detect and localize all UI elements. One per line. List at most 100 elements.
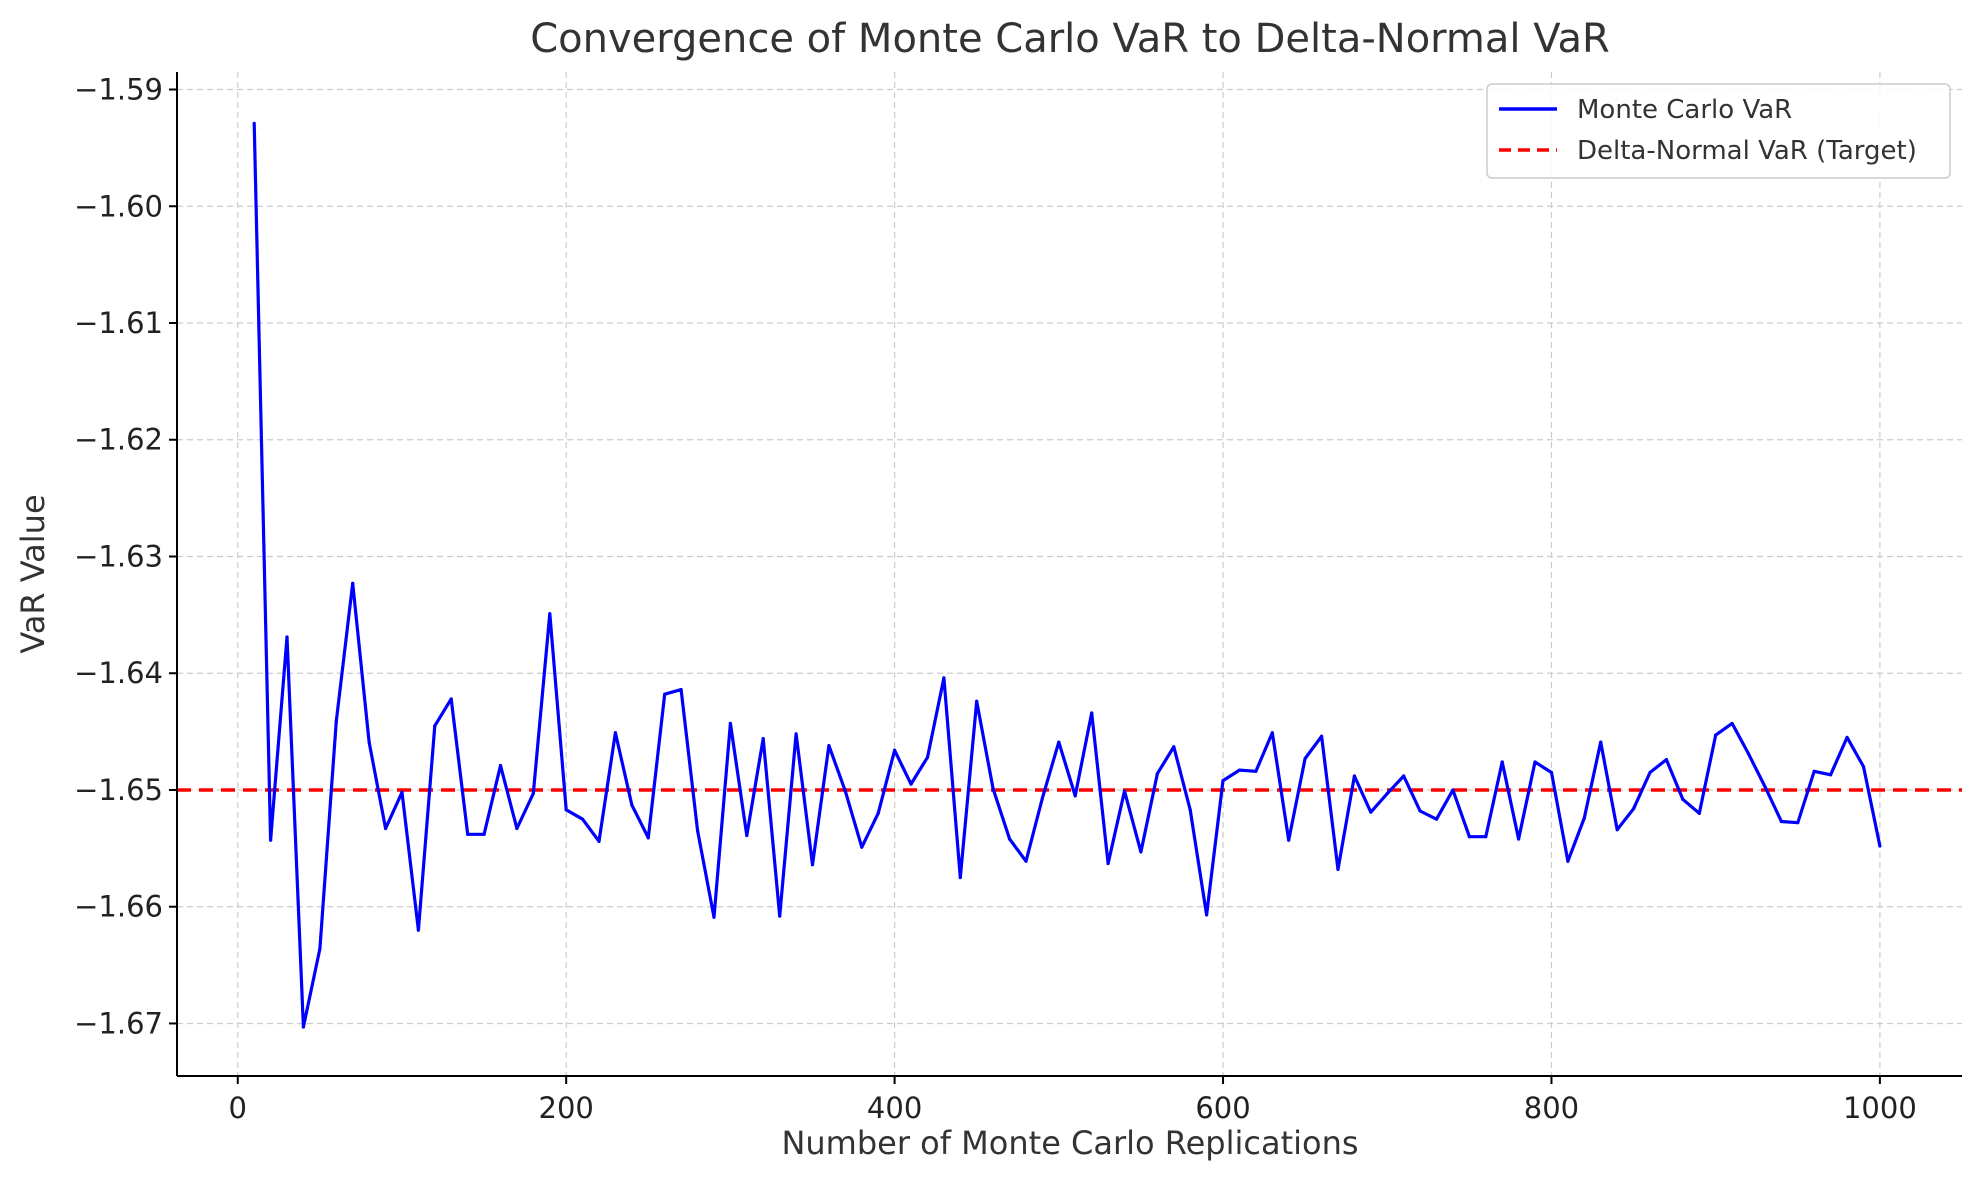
monte-carlo-point [1040, 796, 1045, 800]
monte-carlo-point [1172, 745, 1176, 749]
monte-carlo-point [433, 724, 437, 728]
y-tick-label: −1.59 [74, 73, 163, 107]
monte-carlo-point [285, 635, 289, 639]
monte-carlo-point [1484, 835, 1488, 839]
monte-carlo-point [646, 836, 650, 840]
y-tick-label: −1.62 [74, 423, 163, 457]
monte-carlo-point [1533, 760, 1537, 764]
y-tick-label: −1.60 [74, 189, 163, 223]
monte-carlo-point [334, 719, 338, 723]
monte-carlo-point [1073, 794, 1077, 798]
x-tick-label: 800 [1524, 1091, 1579, 1125]
x-tick-label: 200 [539, 1091, 594, 1125]
monte-carlo-point [663, 692, 667, 696]
legend-label-delta-normal: Delta-Normal VaR (Target) [1577, 136, 1917, 166]
monte-carlo-point [252, 121, 256, 125]
monte-carlo-point [383, 826, 388, 831]
monte-carlo-point [1730, 721, 1734, 726]
monte-carlo-point [1139, 850, 1143, 854]
monte-carlo-point [449, 697, 453, 701]
monte-carlo-point [1779, 819, 1783, 824]
legend-box [1486, 83, 1951, 179]
monte-carlo-var-line [252, 123, 1882, 1029]
monte-carlo-point [925, 755, 930, 759]
monte-carlo-point [498, 763, 503, 768]
monte-carlo-point [630, 803, 634, 807]
monte-carlo-point [1746, 752, 1751, 756]
monte-carlo-point [745, 833, 749, 838]
legend-label-monte-carlo: Monte Carlo VaR [1577, 95, 1792, 125]
monte-carlo-point [860, 845, 864, 849]
monte-carlo-point [416, 928, 420, 932]
monte-carlo-point [1188, 808, 1192, 812]
monte-carlo-point [1090, 711, 1094, 715]
monte-carlo-point [1385, 791, 1389, 796]
chart-title: Convergence of Monte Carlo VaR to Delta-… [530, 16, 1610, 62]
monte-carlo-point [548, 612, 552, 616]
monte-carlo-point [1352, 774, 1357, 778]
monte-carlo-point [613, 731, 618, 735]
monte-carlo-point [1615, 828, 1619, 832]
monte-carlo-point [1467, 835, 1471, 839]
monte-carlo-point [1287, 838, 1291, 842]
monte-carlo-point [1631, 807, 1636, 811]
monte-carlo-point [351, 581, 355, 585]
monte-carlo-point [564, 808, 568, 812]
monte-carlo-point [975, 699, 979, 703]
x-ticks: 0 200 400 600 800 1000 [229, 1076, 1917, 1125]
monte-carlo-point [318, 947, 322, 951]
y-axis-label: VaR Value [14, 494, 52, 653]
monte-carlo-point [1599, 740, 1603, 744]
monte-carlo-point [1106, 861, 1110, 866]
monte-carlo-point [1270, 731, 1274, 735]
monte-carlo-point [958, 875, 962, 880]
y-tick-label: −1.61 [74, 306, 163, 340]
monte-carlo-point [531, 791, 535, 796]
monte-carlo-point [794, 732, 798, 736]
monte-carlo-point [1812, 769, 1816, 773]
monte-carlo-point [1057, 740, 1061, 744]
monte-carlo-point [991, 787, 995, 791]
monte-carlo-point [728, 721, 732, 726]
series-layer [252, 121, 1882, 1029]
monte-carlo-point [482, 832, 486, 836]
monte-carlo-point [1369, 810, 1373, 814]
x-axis-label: Number of Monte Carlo Replications [781, 1124, 1358, 1162]
monte-carlo-point [1221, 779, 1225, 783]
monte-carlo-point [1796, 821, 1800, 825]
monte-carlo-point [1418, 809, 1422, 813]
monte-carlo-point [810, 863, 815, 867]
monte-carlo-point [1254, 769, 1258, 773]
monte-carlo-point [712, 915, 716, 919]
monte-carlo-point [597, 839, 601, 843]
monte-carlo-point [1861, 765, 1866, 769]
monte-carlo-point [581, 817, 585, 821]
monte-carlo-point [1582, 816, 1586, 820]
monte-carlo-point [1878, 844, 1882, 848]
monte-carlo-point [1205, 913, 1209, 917]
monte-carlo-point [1451, 788, 1455, 792]
monte-carlo-point [1829, 773, 1833, 777]
monte-carlo-point [761, 737, 765, 741]
monte-carlo-point [269, 838, 273, 842]
monte-carlo-point [367, 740, 371, 744]
monte-carlo-point [1681, 797, 1685, 801]
monte-carlo-point [1122, 789, 1127, 793]
monte-carlo-point [1336, 867, 1340, 871]
y-tick-label: −1.64 [74, 656, 163, 690]
x-tick-label: 600 [1195, 1091, 1250, 1125]
monte-carlo-point [515, 826, 519, 831]
monte-carlo-point [466, 832, 470, 836]
monte-carlo-point [1845, 735, 1849, 740]
monte-carlo-point [1566, 859, 1570, 863]
monte-carlo-point [876, 811, 880, 815]
monte-carlo-point [1155, 772, 1159, 776]
monte-carlo-point [400, 790, 404, 794]
monte-carlo-point [1664, 758, 1669, 762]
x-tick-label: 0 [229, 1091, 247, 1125]
legend: Monte Carlo VaR Delta-Normal VaR (Target… [1486, 83, 1951, 179]
monte-carlo-point [695, 829, 700, 833]
monte-carlo-point [301, 1025, 306, 1029]
y-tick-label: −1.63 [74, 539, 163, 573]
